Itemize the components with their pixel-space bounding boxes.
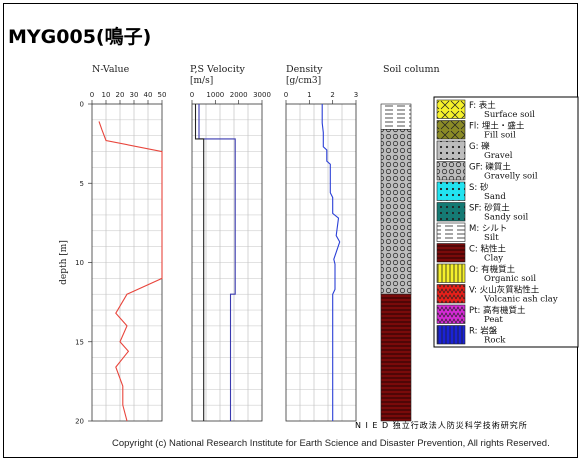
velocity-unit-label: [m/s] <box>190 76 213 86</box>
legend-s-swatch-pattern <box>437 182 465 201</box>
n-value-chart: N-Value 0 10 20 30 40 50 <box>90 64 167 422</box>
legend-s-label-en: Sand <box>484 192 506 202</box>
n-value-xtick-label: 30 <box>130 91 139 99</box>
legend-v-label-en: Volcanic ash clay <box>483 295 558 305</box>
n-value-series-line <box>98 121 163 422</box>
density-xtick-label: 0 <box>284 91 288 99</box>
density-chart: Density[g/cm3] 0 1 2 3 <box>284 64 358 422</box>
legend-fl-swatch-pattern <box>437 120 465 139</box>
legend-fl-label-en: Fill soil <box>484 131 516 141</box>
legend-pt-label-en: Peat <box>484 315 503 325</box>
velocity-xtick-label: 3000 <box>253 91 271 99</box>
velocity-xtick-label: 1000 <box>206 91 224 99</box>
density-series-line <box>321 104 341 421</box>
legend-v-label-ja: V: 火山灰質粘性土 <box>469 285 540 296</box>
n-value-xtick-label: 0 <box>90 91 94 99</box>
site-title: MYG005(鳴子) <box>8 26 152 48</box>
legend-gf-swatch-pattern <box>437 161 465 180</box>
n-value-xtick-label: 40 <box>144 91 153 99</box>
density-frame <box>285 103 357 422</box>
velocity-xtick-label: 2000 <box>230 91 248 99</box>
legend-gf-label-en: Gravelly soil <box>484 172 538 182</box>
legend-o-swatch-pattern <box>437 264 465 283</box>
legend-f-swatch-pattern <box>437 100 465 119</box>
soil-layer-pattern <box>380 129 412 295</box>
legend-g-swatch-pattern <box>437 141 465 160</box>
velocity-series-line <box>198 104 236 421</box>
legend-m-swatch-pattern <box>437 223 465 242</box>
depth-axis: 0 5 10 15 20 depth [m] <box>59 101 92 426</box>
legend-c-label-ja: C: 粘性土 <box>469 244 507 255</box>
legend-gf-label-ja: GF: 礫質土 <box>469 162 511 173</box>
depth-tick-label: 0 <box>80 101 84 109</box>
legend-m-label-ja: M: シルト <box>469 224 507 234</box>
legend-sf-label-ja: SF: 砂質土 <box>469 203 510 214</box>
legend-g-label-ja: G: 礫 <box>469 141 490 152</box>
velocity-chart: P,S Velocity[m/s] 0 1000 2000 3000 <box>190 64 271 422</box>
soil-layer-pattern <box>380 293 412 422</box>
n-value-xtick-label: 20 <box>116 91 125 99</box>
legend-r-label-ja: R: 岩盤 <box>469 326 498 337</box>
legend-c-label-en: Clay <box>484 254 503 264</box>
legend-g-label-en: Gravel <box>484 151 513 161</box>
soil-layer-pattern <box>380 103 412 130</box>
legend-c-swatch-pattern <box>437 243 465 262</box>
legend-m-label-en: Silt <box>484 233 499 243</box>
depth-tick-label: 15 <box>75 338 84 346</box>
velocity-xtick-label: 0 <box>190 91 194 99</box>
legend-f-label-ja: F: 表土 <box>469 100 496 111</box>
density-xtick-label: 2 <box>330 91 334 99</box>
legend-o-label-ja: O: 有機質土 <box>469 264 516 275</box>
density-xtick-label: 3 <box>354 91 358 99</box>
footer-organization: N I E D 独立行政法人防災科学技術研究所 <box>355 421 528 430</box>
legend-r-swatch-pattern <box>437 325 465 344</box>
depth-tick-label: 20 <box>75 418 84 426</box>
density-title: Density <box>286 64 323 75</box>
legend-pt-swatch-pattern <box>437 305 465 324</box>
depth-tick-label: 5 <box>80 180 84 188</box>
legend-sf-swatch-pattern <box>437 202 465 221</box>
legend-o-label-en: Organic soil <box>484 274 536 284</box>
density-unit-label: [g/cm3] <box>286 76 321 86</box>
depth-tick-label: 10 <box>75 259 84 267</box>
legend-s-label-ja: S: 砂 <box>469 182 489 193</box>
legend-pt-label-ja: Pt: 高有機質土 <box>469 305 526 316</box>
legend-v-swatch-pattern <box>437 284 465 303</box>
legend-r-label-en: Rock <box>484 336 506 346</box>
velocity-series-line <box>194 104 205 421</box>
soil-column-title: Soil column <box>383 64 440 75</box>
legend-f-label-en: Surface soil <box>484 110 535 120</box>
depth-axis-label: depth [m] <box>59 240 69 285</box>
n-value-title: N-Value <box>92 64 130 75</box>
legend-sf-label-en: Sandy soil <box>484 213 529 223</box>
n-value-xtick-label: 50 <box>158 91 167 99</box>
legend-fl-label-ja: Fl: 埋土・盛土 <box>469 121 525 132</box>
soil-column: Soil column <box>380 64 440 422</box>
velocity-frame <box>191 103 263 422</box>
n-value-xtick-label: 10 <box>102 91 111 99</box>
velocity-title: P,S Velocity <box>190 64 246 75</box>
footer-copyright: Copyright (c) National Research Institut… <box>112 438 550 449</box>
density-xtick-label: 1 <box>307 91 311 99</box>
